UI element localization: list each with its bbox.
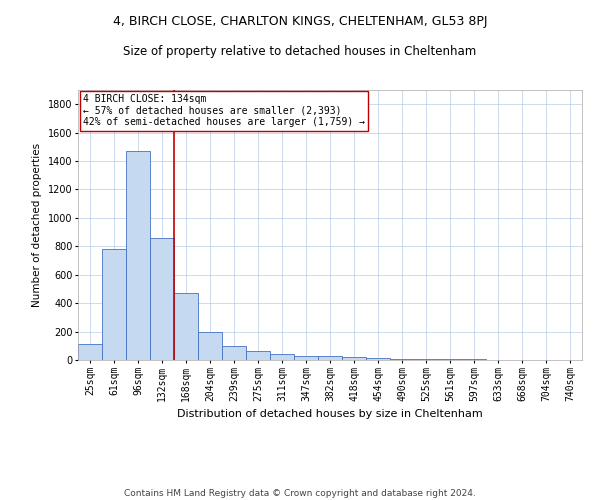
Bar: [294, 356, 318, 360]
Text: Size of property relative to detached houses in Cheltenham: Size of property relative to detached ho…: [124, 45, 476, 58]
Bar: [270, 354, 294, 360]
Bar: [78, 344, 102, 360]
Text: 4 BIRCH CLOSE: 134sqm
← 57% of detached houses are smaller (2,393)
42% of semi-d: 4 BIRCH CLOSE: 134sqm ← 57% of detached …: [83, 94, 365, 127]
Bar: [342, 357, 366, 360]
X-axis label: Distribution of detached houses by size in Cheltenham: Distribution of detached houses by size …: [177, 409, 483, 419]
Y-axis label: Number of detached properties: Number of detached properties: [32, 143, 42, 307]
Bar: [246, 352, 270, 360]
Bar: [222, 346, 246, 360]
Bar: [318, 356, 342, 360]
Text: Contains HM Land Registry data © Crown copyright and database right 2024.: Contains HM Land Registry data © Crown c…: [124, 488, 476, 498]
Bar: [198, 332, 222, 360]
Bar: [390, 358, 414, 360]
Bar: [150, 238, 174, 360]
Bar: [102, 249, 126, 360]
Bar: [126, 151, 150, 360]
Bar: [414, 359, 438, 360]
Bar: [366, 358, 390, 360]
Text: 4, BIRCH CLOSE, CHARLTON KINGS, CHELTENHAM, GL53 8PJ: 4, BIRCH CLOSE, CHARLTON KINGS, CHELTENH…: [113, 15, 487, 28]
Bar: [174, 293, 198, 360]
